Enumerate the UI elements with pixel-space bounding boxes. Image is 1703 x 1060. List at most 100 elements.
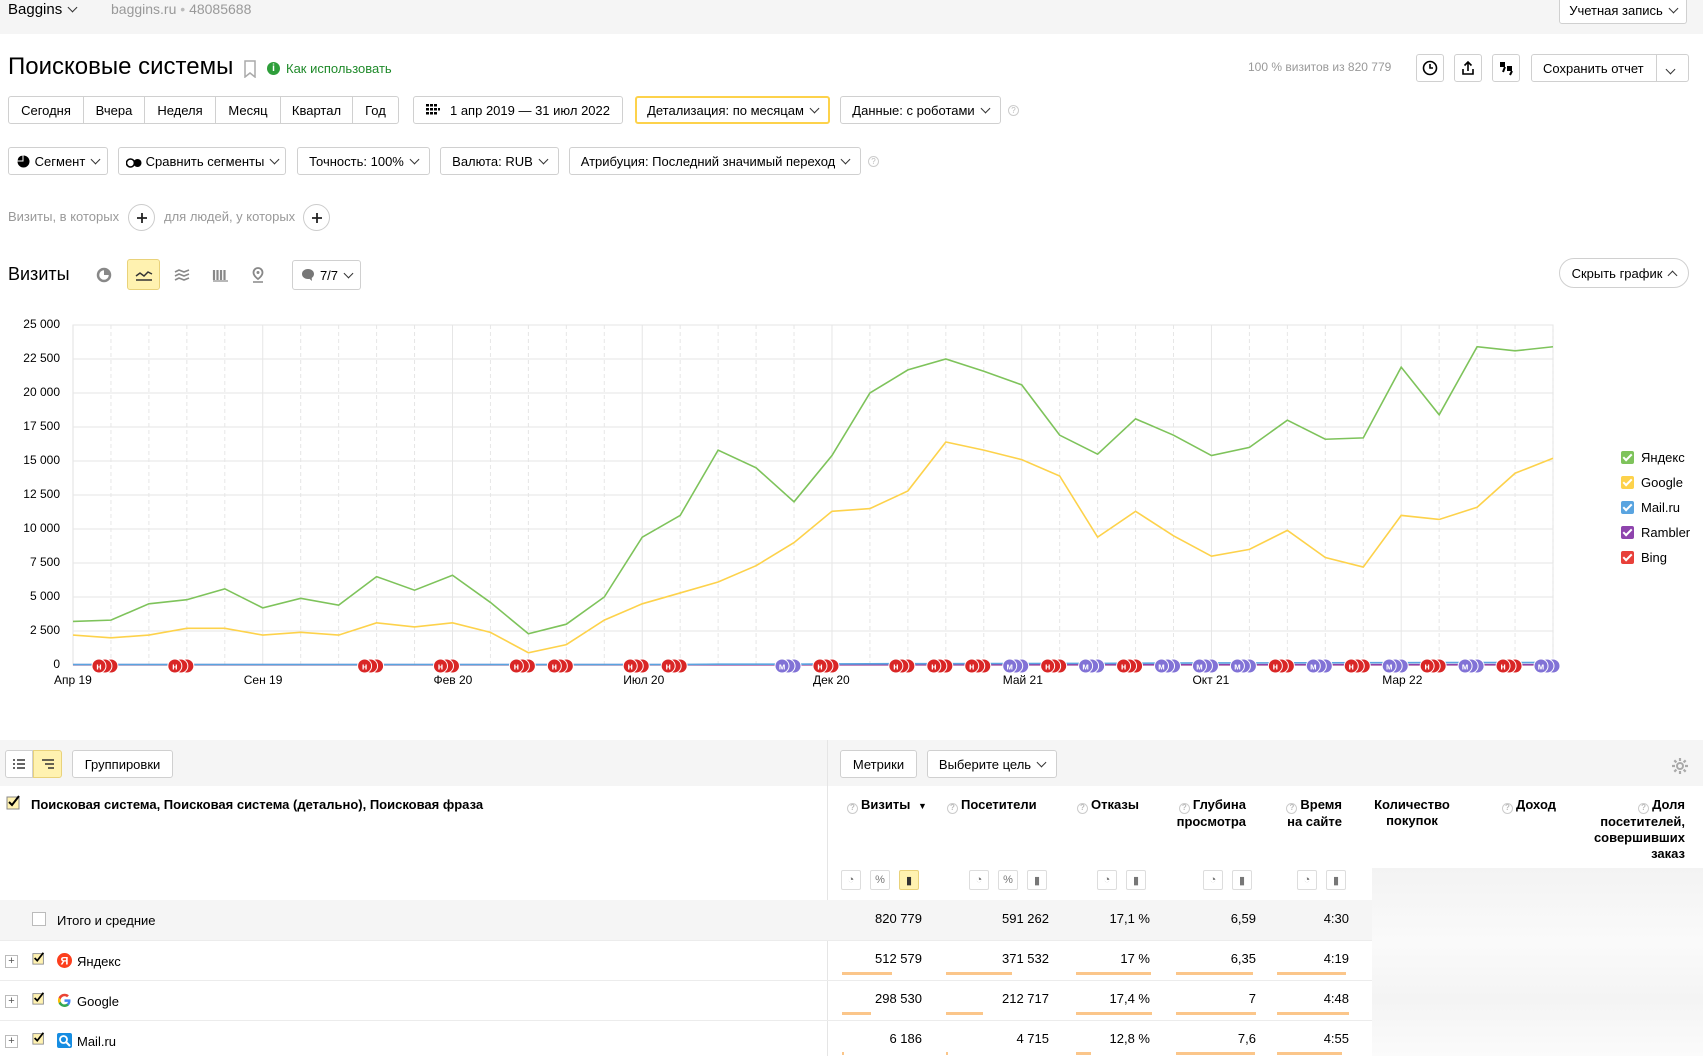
totals-checkbox[interactable]: [32, 912, 46, 926]
note-marker: [622, 658, 638, 674]
percent-view-icon[interactable]: %: [870, 870, 890, 890]
pie-view-icon[interactable]: ◔: [1203, 870, 1223, 890]
period-quarter[interactable]: Квартал: [280, 96, 353, 124]
col-depth[interactable]: ? Глубина просмотра: [1170, 797, 1246, 830]
col-revenue[interactable]: ? Доход: [1502, 797, 1562, 814]
groupings-button[interactable]: Группировки: [72, 750, 173, 778]
legend-item-bing[interactable]: Bing: [1621, 550, 1667, 565]
cell-time: 4:19: [1323, 951, 1349, 966]
checkbox-icon: [1621, 476, 1634, 489]
cell-visits: 6 186: [889, 1031, 922, 1046]
note-marker-label: н: [362, 662, 367, 672]
bar-view-icon[interactable]: ▮: [1232, 870, 1252, 890]
total-visits: 820 779: [875, 911, 922, 926]
goal-dropdown[interactable]: Выберите цель: [927, 750, 1057, 778]
bar-view-icon[interactable]: ▮: [899, 870, 919, 890]
note-marker: [774, 658, 790, 674]
table-row[interactable]: + Я Яндекс 512 579 371 532 17 % 6,35 4:1…: [0, 941, 1372, 980]
map-chart-button[interactable]: [243, 260, 273, 290]
table-row[interactable]: + Google 298 530 212 717 17,4 % 7 4:48: [0, 981, 1372, 1020]
date-range-button[interactable]: 1 апр 2019 — 31 июл 2022: [413, 96, 623, 124]
note-marker: [357, 658, 373, 674]
bar-chart-button[interactable]: [205, 260, 235, 290]
help-icon: ?: [1502, 802, 1513, 814]
cell-bar: [1076, 972, 1152, 975]
pie-view-icon[interactable]: ◔: [841, 870, 861, 890]
how-to-link[interactable]: i Как использовать: [267, 61, 392, 76]
counter-selector[interactable]: Baggins: [8, 1, 78, 18]
legend-label: Rambler: [1641, 525, 1691, 540]
row-checkbox[interactable]: [32, 951, 46, 965]
line-chart-button[interactable]: [127, 259, 160, 290]
help-icon[interactable]: ?: [868, 156, 879, 167]
col-order-share[interactable]: ? Доля посетителей, совершивших заказ: [1583, 797, 1685, 862]
note-marker-label: м: [1158, 662, 1165, 672]
bar-view-icon[interactable]: ▮: [1326, 870, 1346, 890]
hide-chart-button[interactable]: Скрыть график: [1559, 258, 1689, 288]
add-people-condition-button[interactable]: [303, 204, 330, 231]
compare-segments-dropdown[interactable]: Сравнить сегменты: [118, 147, 286, 175]
y-tick-label: 25 000: [23, 317, 60, 331]
bar-view-icon[interactable]: ▮: [1027, 870, 1047, 890]
expand-icon[interactable]: +: [5, 955, 18, 968]
pie-view-icon[interactable]: ◔: [1097, 870, 1117, 890]
row-checkbox[interactable]: [32, 991, 46, 1005]
period-week[interactable]: Неделя: [144, 96, 216, 124]
col-visitors[interactable]: ? Посетители: [947, 797, 1047, 814]
help-icon[interactable]: ?: [1008, 105, 1019, 116]
pie-view-icon[interactable]: ◔: [969, 870, 989, 890]
legend-item-yandex[interactable]: Яндекс: [1621, 450, 1685, 465]
expand-icon[interactable]: +: [5, 1035, 18, 1048]
add-visit-condition-button[interactable]: [128, 204, 155, 231]
help-icon: ?: [1286, 802, 1298, 814]
dimension-header[interactable]: Поисковая система, Поисковая система (де…: [31, 797, 484, 812]
attribution-dropdown[interactable]: Атрибуция: Последний значимый переход: [569, 147, 861, 175]
api-button[interactable]: [1492, 54, 1520, 82]
cell-depth: 7,6: [1237, 1031, 1256, 1046]
y-tick-label: 17 500: [23, 419, 60, 433]
data-mode-dropdown[interactable]: Данные: с роботами: [840, 96, 1001, 124]
save-report-button[interactable]: Сохранить отчет: [1531, 54, 1689, 82]
flat-view-button[interactable]: [5, 750, 33, 778]
legend-item-rambler[interactable]: Rambler: [1621, 525, 1690, 540]
select-all-checkbox[interactable]: [6, 794, 22, 810]
history-button[interactable]: [1416, 54, 1444, 82]
row-checkbox[interactable]: [32, 1031, 46, 1045]
chevron-down-icon: [1036, 757, 1047, 767]
expand-icon[interactable]: +: [5, 995, 18, 1008]
cell-bar: [842, 1052, 844, 1055]
note-marker: [926, 658, 942, 674]
currency-dropdown[interactable]: Валюта: RUB: [440, 147, 559, 175]
col-time[interactable]: ? Время на сайте: [1275, 797, 1342, 830]
pie-chart-icon: [96, 267, 112, 283]
tree-view-button[interactable]: [33, 750, 62, 778]
totals-row: [0, 900, 1372, 940]
account-button[interactable]: Учетная запись: [1559, 0, 1687, 24]
notes-dropdown[interactable]: 7/7: [292, 260, 361, 290]
gear-icon[interactable]: [1671, 757, 1689, 775]
percent-view-icon[interactable]: %: [998, 870, 1018, 890]
detail-dropdown[interactable]: Детализация: по месяцам: [635, 96, 830, 124]
note-marker: [508, 658, 524, 674]
area-chart-button[interactable]: [167, 260, 197, 290]
period-today[interactable]: Сегодня: [8, 96, 84, 124]
legend-item-google[interactable]: Google: [1621, 475, 1683, 490]
bar-view-icon[interactable]: ▮: [1126, 870, 1146, 890]
export-button[interactable]: [1454, 54, 1482, 82]
period-month[interactable]: Месяц: [215, 96, 281, 124]
accuracy-dropdown[interactable]: Точность: 100%: [297, 147, 430, 175]
period-year[interactable]: Год: [352, 96, 399, 124]
segment-dropdown[interactable]: Сегмент: [8, 147, 108, 175]
col-bounces[interactable]: ? Отказы: [1077, 797, 1157, 814]
pie-view-icon[interactable]: ◔: [1297, 870, 1317, 890]
col-visits[interactable]: ? Визиты ▼: [847, 797, 927, 814]
checkbox-icon: [1621, 451, 1634, 464]
col-purchases[interactable]: Количество покупок: [1372, 797, 1452, 829]
pie-chart-button[interactable]: [89, 260, 119, 290]
metrics-button[interactable]: Метрики: [840, 750, 917, 778]
table-row[interactable]: + Mail.ru 6 186 4 715 12,8 % 7,6 4:55: [0, 1021, 1372, 1060]
bookmark-icon[interactable]: [243, 60, 257, 78]
legend-item-mailru[interactable]: Mail.ru: [1621, 500, 1680, 515]
x-tick-label: Дек 20: [812, 673, 850, 687]
